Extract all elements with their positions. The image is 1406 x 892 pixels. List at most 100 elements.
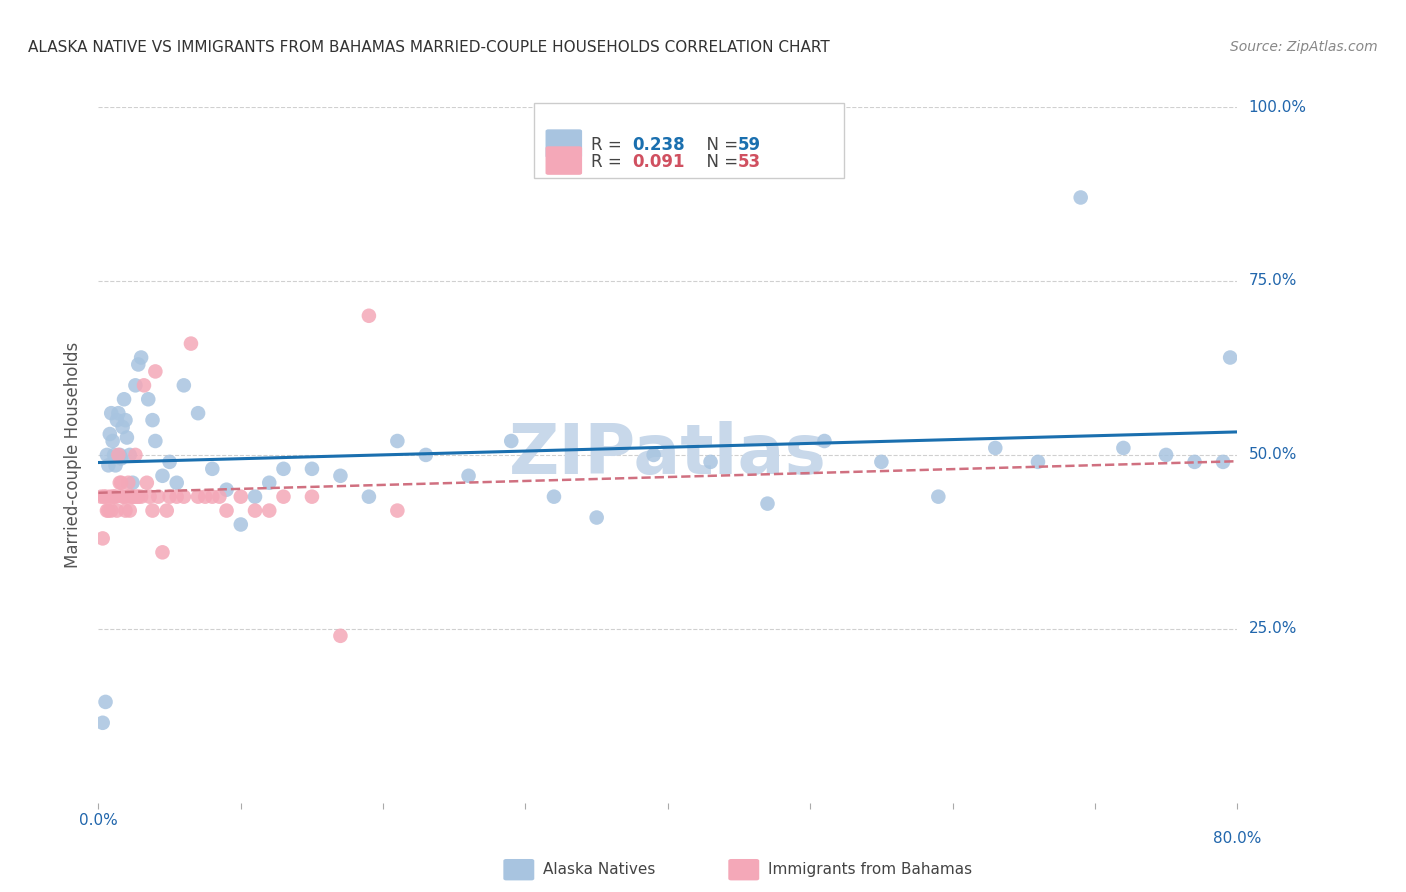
Point [96,503,118,517]
Point [208,490,231,504]
Point [100,406,122,420]
Text: ALASKA NATIVE VS IMMIGRANTS FROM BAHAMAS MARRIED-COUPLE HOUSEHOLDS CORRELATION C: ALASKA NATIVE VS IMMIGRANTS FROM BAHAMAS… [28,40,830,55]
Point [110,451,132,466]
Point [122,490,145,504]
Point [105,413,128,427]
Text: R =: R = [591,136,627,154]
Point [243,503,266,517]
Point [1184,455,1206,469]
Point [201,462,224,476]
Text: Alaska Natives: Alaska Natives [543,863,655,877]
Point [152,545,174,559]
Point [543,490,565,504]
Point [585,510,607,524]
Point [115,490,138,504]
Point [148,490,170,504]
Point [108,475,131,490]
Point [813,434,835,448]
Point [117,475,139,490]
Text: 53: 53 [738,153,761,171]
Point [132,378,155,392]
Point [387,434,409,448]
Point [387,503,409,517]
Point [98,427,121,442]
Point [127,358,149,372]
Point [135,475,157,490]
Point [259,503,281,517]
Point [103,490,125,504]
Text: R =: R = [591,153,627,171]
Text: 50.0%: 50.0% [1249,448,1296,462]
Point [215,503,238,517]
Point [124,448,146,462]
Point [145,434,167,448]
Text: 59: 59 [738,136,761,154]
Point [103,448,125,462]
Point [96,448,118,462]
Point [94,695,117,709]
Point [104,490,127,504]
Point [129,490,152,504]
Point [90,490,112,504]
Point [110,475,132,490]
Point [870,455,893,469]
Point [141,413,163,427]
Y-axis label: Married-couple Households: Married-couple Households [65,342,83,568]
Point [301,462,323,476]
Point [121,490,143,504]
Point [127,490,149,504]
Point [457,468,479,483]
Point [301,490,323,504]
Point [329,629,352,643]
Point [101,490,124,504]
Point [357,490,380,504]
Point [156,503,179,517]
Point [101,434,124,448]
Text: ZIPatlas: ZIPatlas [509,421,827,489]
Text: 25.0%: 25.0% [1249,622,1296,636]
Point [1026,455,1049,469]
Point [111,490,134,504]
Text: 80.0%: 80.0% [1213,830,1261,846]
Point [699,455,721,469]
Point [129,351,152,365]
Text: Source: ZipAtlas.com: Source: ZipAtlas.com [1230,40,1378,54]
Point [104,458,127,473]
Point [121,475,143,490]
Point [107,406,129,420]
Point [105,503,128,517]
Point [114,413,136,427]
Point [136,392,159,407]
Point [1219,351,1241,365]
Point [114,503,136,517]
Point [93,490,115,504]
Point [357,309,380,323]
Point [243,490,266,504]
Point [1112,441,1135,455]
Point [112,392,135,407]
Text: 75.0%: 75.0% [1249,274,1296,288]
Point [138,490,160,504]
Point [125,490,148,504]
Point [180,336,202,351]
Point [756,497,779,511]
Text: 100.0%: 100.0% [1249,100,1306,114]
Point [187,406,209,420]
Point [187,490,209,504]
Text: N =: N = [696,136,744,154]
Point [115,430,138,444]
Point [141,503,163,517]
Point [273,490,295,504]
Point [643,448,665,462]
Point [145,364,167,378]
Point [329,468,352,483]
Text: Immigrants from Bahamas: Immigrants from Bahamas [768,863,972,877]
Point [415,448,437,462]
Point [215,483,238,497]
Point [100,503,122,517]
Point [201,490,224,504]
Point [1154,448,1177,462]
Point [166,475,188,490]
Point [159,490,181,504]
Point [94,490,117,504]
